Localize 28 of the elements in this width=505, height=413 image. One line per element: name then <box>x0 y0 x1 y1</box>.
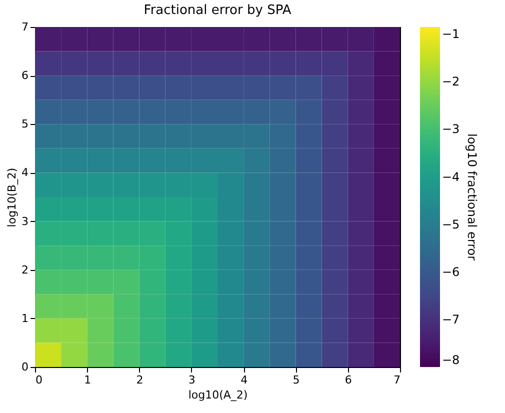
x-tick-label: 5 <box>292 374 300 386</box>
x-tick-label: 7 <box>394 374 400 386</box>
color-bar-title: log10 fractional error <box>465 133 479 261</box>
color-bar-label: −7 <box>442 312 460 326</box>
y-tick-label: 5 <box>22 118 28 131</box>
chart-title: Fractional error by SPA <box>144 3 292 18</box>
y-tick-label: 7 <box>22 20 28 34</box>
x-tick-label: 2 <box>136 374 144 386</box>
color-bar-label: −1 <box>442 27 460 42</box>
x-tick-label: 6 <box>344 374 352 386</box>
y-tick-label: 2 <box>22 263 28 276</box>
y-tick-label: 3 <box>22 214 28 228</box>
y-tick-label: 6 <box>22 69 28 82</box>
x-tick-label: 3 <box>188 374 196 386</box>
y-tick-label: 0 <box>22 360 28 374</box>
color-bar-label: −2 <box>442 74 460 89</box>
y-axis-title: log10(B_2) <box>6 168 18 228</box>
color-bar-label: −4 <box>442 170 460 184</box>
y-tick-label: 1 <box>22 312 28 325</box>
x-tick-label: 4 <box>240 374 248 386</box>
y-tick-label: 4 <box>22 166 28 180</box>
x-tick-label: 0 <box>36 374 42 386</box>
color-bar-label: −3 <box>442 122 460 136</box>
x-axis-title: log10(A_2) <box>188 388 248 402</box>
x-tick-label: 1 <box>84 374 92 386</box>
color-bar-label: −6 <box>442 264 460 279</box>
color-bar-label: −5 <box>442 217 460 232</box>
color-bar-label: −8 <box>442 353 460 367</box>
